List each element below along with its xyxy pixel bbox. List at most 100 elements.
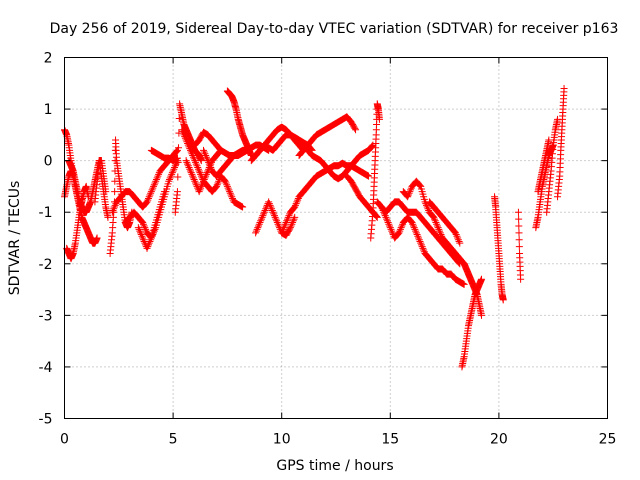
data-point xyxy=(270,210,278,218)
series-arc-24 xyxy=(367,100,383,242)
data-point xyxy=(184,141,192,149)
data-point xyxy=(155,170,163,178)
data-point xyxy=(386,224,394,232)
data-point xyxy=(227,191,235,199)
data-point xyxy=(499,296,507,304)
data-point xyxy=(386,222,394,230)
data-point xyxy=(289,217,297,225)
data-point xyxy=(382,213,390,221)
data-point xyxy=(143,198,151,206)
data-point xyxy=(203,155,211,163)
data-point xyxy=(147,188,155,196)
data-point xyxy=(287,222,295,230)
data-point xyxy=(201,150,209,158)
series-arc-26 xyxy=(378,203,468,288)
data-point xyxy=(138,232,146,240)
data-point xyxy=(204,157,212,165)
y-tick-label: 2 xyxy=(44,51,53,67)
data-point xyxy=(478,275,486,283)
data-point xyxy=(189,151,197,159)
data-point xyxy=(434,224,442,232)
data-point xyxy=(184,139,192,147)
data-point xyxy=(396,227,404,235)
data-point xyxy=(225,186,233,194)
x-tick-label: 5 xyxy=(169,432,178,448)
data-point xyxy=(139,234,147,242)
data-point xyxy=(269,208,277,216)
data-point xyxy=(254,224,262,232)
data-point xyxy=(184,160,192,168)
data-point xyxy=(418,243,426,251)
data-point xyxy=(416,182,424,190)
data-point xyxy=(205,160,213,168)
series-arc-18 xyxy=(247,123,307,165)
data-point xyxy=(365,172,373,180)
x-tick-label: 25 xyxy=(599,432,617,448)
data-point xyxy=(110,205,118,213)
data-point xyxy=(415,236,423,244)
data-point xyxy=(454,236,462,244)
data-point xyxy=(282,219,290,227)
data-point xyxy=(181,134,189,142)
y-tick-label: 0 xyxy=(44,154,53,170)
chart-title: Day 256 of 2019, Sidereal Day-to-day VTE… xyxy=(50,21,619,37)
data-point xyxy=(146,191,154,199)
data-point xyxy=(151,179,159,187)
x-tick-label: 15 xyxy=(381,432,399,448)
data-point xyxy=(202,153,210,161)
data-point xyxy=(412,227,420,235)
data-point xyxy=(417,239,425,247)
data-point xyxy=(265,200,273,208)
data-point xyxy=(134,224,142,232)
data-point xyxy=(173,147,181,155)
data-point xyxy=(109,206,117,214)
data-point xyxy=(182,136,190,144)
data-point xyxy=(283,217,291,225)
data-point xyxy=(255,220,263,228)
data-point xyxy=(190,155,198,163)
data-point xyxy=(202,172,210,180)
data-point xyxy=(178,126,186,134)
data-point xyxy=(433,222,441,230)
series-arc-34 xyxy=(534,136,553,196)
data-point xyxy=(152,176,160,184)
data-point xyxy=(280,224,288,232)
data-point xyxy=(478,311,486,319)
data-point xyxy=(170,165,178,173)
data-point xyxy=(268,205,276,213)
data-point xyxy=(136,227,144,235)
data-point xyxy=(223,182,231,190)
data-point xyxy=(433,220,441,228)
data-point xyxy=(424,205,432,213)
series-arc-28 xyxy=(425,198,464,247)
data-point xyxy=(193,162,201,170)
data-point xyxy=(197,184,205,192)
data-point xyxy=(160,188,168,196)
data-point xyxy=(202,151,210,159)
data-point xyxy=(166,174,174,182)
data-point xyxy=(168,169,176,177)
data-point xyxy=(270,212,278,220)
data-point xyxy=(192,160,200,168)
data-point xyxy=(179,127,187,135)
data-point xyxy=(378,203,386,211)
y-axis-label: SDTVAR / TECUs xyxy=(7,181,23,296)
data-point xyxy=(411,225,419,233)
data-point xyxy=(165,176,173,184)
plot-frame xyxy=(64,57,608,419)
data-point xyxy=(517,275,525,283)
series-arc-32 xyxy=(514,208,525,283)
data-point xyxy=(139,220,147,228)
y-tick-label: -5 xyxy=(39,412,53,428)
data-point xyxy=(197,182,205,190)
data-point xyxy=(291,213,299,221)
data-point xyxy=(173,154,181,162)
data-point xyxy=(146,237,154,245)
data-point xyxy=(144,196,152,204)
data-point xyxy=(197,157,205,165)
data-point xyxy=(205,158,213,166)
data-point xyxy=(257,217,265,225)
data-point xyxy=(185,143,193,151)
data-point xyxy=(388,227,396,235)
data-point xyxy=(455,237,463,245)
